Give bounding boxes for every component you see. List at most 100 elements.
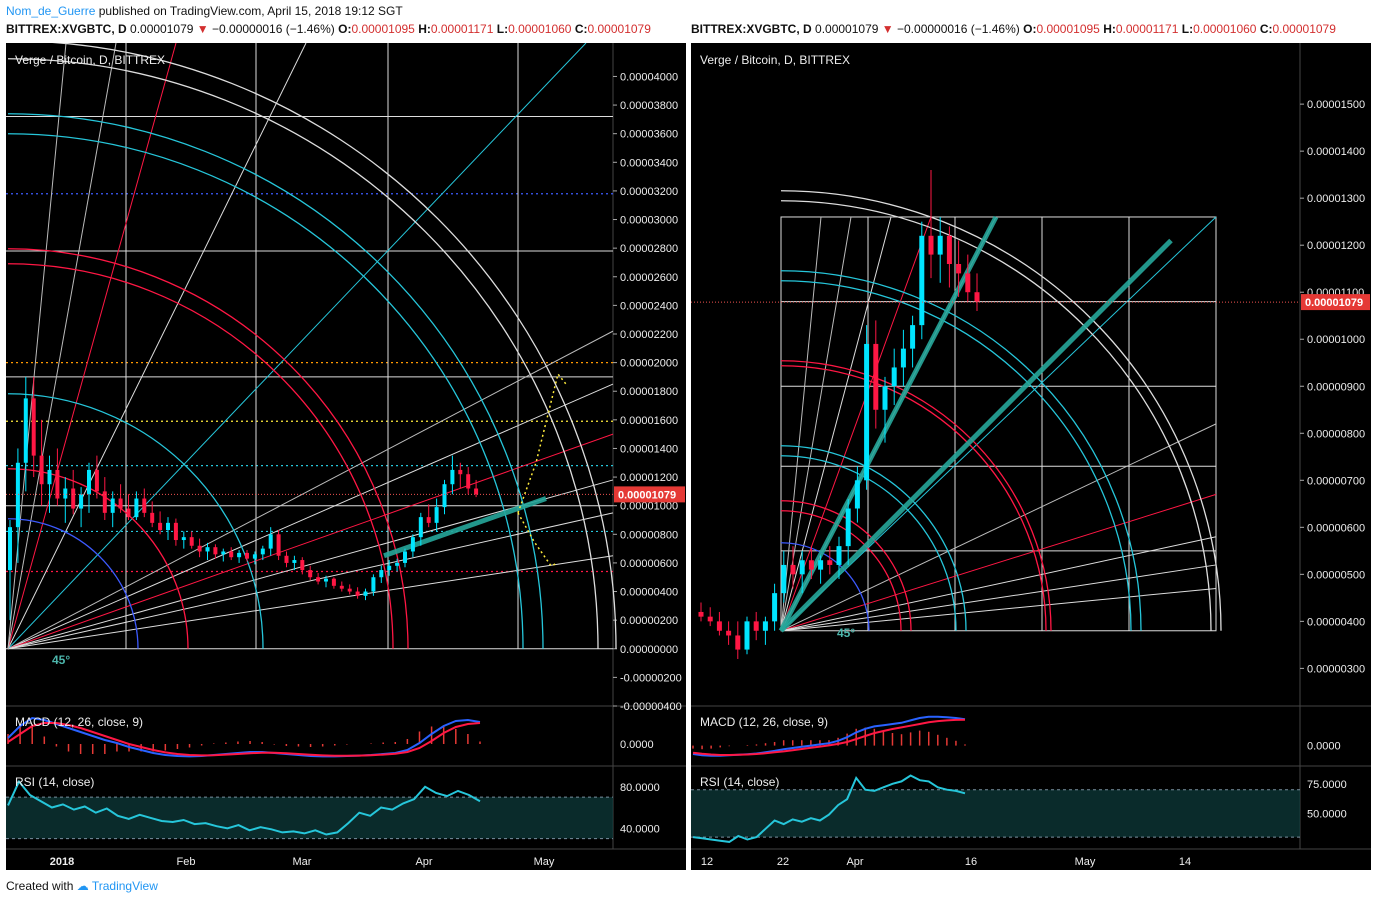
cloud-logo-icon: ☁ <box>76 879 89 893</box>
candle-body <box>698 611 704 617</box>
macd-label: MACD (12, 26, close, 9) <box>700 715 828 729</box>
gann-fan-line <box>780 216 892 631</box>
price-tick-label: 0.00001000 <box>620 501 678 513</box>
tradingview-link[interactable]: TradingView <box>91 879 158 893</box>
candle-body <box>173 522 178 541</box>
open-label: O: <box>338 22 352 36</box>
price-tick-label: 0.00003200 <box>620 186 678 198</box>
candle-body <box>324 578 328 582</box>
time-tick-label: May <box>534 856 555 868</box>
candle-body <box>102 491 107 513</box>
candle-body <box>726 630 732 636</box>
price-tick-label: 0.00000400 <box>1307 616 1365 628</box>
candle-body <box>331 578 336 586</box>
time-tick-label: Apr <box>415 856 432 868</box>
candle-body <box>458 469 463 475</box>
projection-down <box>517 512 559 567</box>
price-tick-label: 0.00000800 <box>620 529 678 541</box>
low-label: L: <box>1181 22 1194 36</box>
candle-body <box>252 554 257 559</box>
open-label: O: <box>1023 22 1037 36</box>
chart-left-svg[interactable]: 0.00004000 0.00003800 0.00003600 0.00003400… <box>6 40 686 870</box>
last-price-label: 0.00001079 <box>618 489 676 501</box>
change-text: −0.00000016 (−1.46%) <box>897 22 1020 36</box>
candle-body <box>197 545 202 552</box>
gann-fan-line <box>7 555 614 650</box>
candle-body <box>166 522 170 531</box>
open-value: 0.00001095 <box>351 22 415 36</box>
candle-body <box>937 235 943 255</box>
candle-body <box>891 367 897 387</box>
gann-fan-line <box>780 536 1217 632</box>
price-tick-label: 0.00000900 <box>1307 381 1365 393</box>
price-tick-label: 0.00002000 <box>620 358 678 370</box>
price-tick-label: 0.00001200 <box>1307 240 1365 252</box>
candle-body <box>900 348 906 368</box>
high-value: 0.00001171 <box>430 22 494 36</box>
candle-body <box>221 551 226 555</box>
gann-arc <box>7 40 617 649</box>
signal-line <box>7 722 481 757</box>
macd-axis-label: 0.0000 <box>1307 741 1341 753</box>
trend-channel <box>778 215 999 632</box>
price-tick-label: 0.00001400 <box>620 443 678 455</box>
price-tick-label: 0.00001300 <box>1307 193 1365 205</box>
gann-fan-line <box>7 330 614 650</box>
candle-body <box>292 560 297 563</box>
time-tick-label: Mar <box>293 856 312 868</box>
price-tick-label: 0.00001500 <box>1307 99 1365 111</box>
candle-body <box>134 498 139 518</box>
candle-body <box>790 564 796 575</box>
chart-right-svg[interactable]: 0.00001500 0.00001400 0.00001300 0.00001200… <box>691 43 1371 870</box>
candle-body <box>474 488 479 495</box>
rsi-label: RSI (14, close) <box>15 775 94 789</box>
gann-fan-line <box>780 216 1217 632</box>
price-tick-label: -0.00000400 <box>620 701 682 713</box>
down-arrow-icon: ▼ <box>196 22 209 36</box>
candle-body <box>864 343 870 481</box>
price-tick-label: 0.00000400 <box>620 587 678 599</box>
chart-panel-right[interactable]: 0.00001500 0.00001400 0.00001300 0.00001200… <box>691 43 1371 870</box>
author-link[interactable]: Nom_de_Guerre <box>6 4 96 18</box>
candle-body <box>79 494 84 509</box>
rsi-axis-label: 80.0000 <box>620 782 660 794</box>
gann-arc <box>7 248 409 649</box>
candle-body <box>55 469 60 499</box>
price-tick-label: 0.00000300 <box>1307 663 1365 675</box>
candle-body <box>284 555 289 563</box>
candle-body <box>8 527 12 571</box>
chart-title: Verge / Bitcoin, D, BITTREX <box>700 53 850 67</box>
candle-body <box>762 621 768 631</box>
time-tick-label: Apr <box>846 856 863 868</box>
price-tick-label: 0.00001600 <box>620 415 678 427</box>
price-tick-label: 0.00002200 <box>620 329 678 341</box>
price-tick-label: 0.00000600 <box>1307 522 1365 534</box>
close-value: 0.00001079 <box>587 22 651 36</box>
candle-body <box>707 616 713 622</box>
candle-body <box>15 462 20 528</box>
high-value: 0.00001171 <box>1115 22 1179 36</box>
time-tick-label: 12 <box>701 856 713 868</box>
trend-channel <box>779 238 1173 633</box>
candle-body <box>410 537 415 552</box>
price-tick-label: 0.00001800 <box>620 386 678 398</box>
gann-fan-line <box>780 216 932 631</box>
last-price-text: 0.00001079 <box>815 22 879 36</box>
time-tick-label: May <box>1075 856 1096 868</box>
price-tick-label: 0.00003000 <box>620 215 678 227</box>
rsi-axis-label: 75.0000 <box>1307 779 1347 791</box>
candle-body <box>71 488 76 509</box>
gann-fan-line <box>780 216 822 631</box>
candle-body <box>87 469 91 495</box>
candle-body <box>363 591 368 596</box>
low-value: 0.00001060 <box>508 22 572 36</box>
gann-fan-line <box>7 42 587 650</box>
last-price-tag <box>1301 294 1370 311</box>
low-value: 0.00001060 <box>1193 22 1257 36</box>
last-price-label: 0.00001079 <box>1305 297 1363 309</box>
chart-panel-left[interactable]: 0.00004000 0.00003800 0.00003600 0.00003400… <box>6 40 686 870</box>
candle-body <box>956 264 962 274</box>
candle-body <box>928 235 934 255</box>
candle-body <box>213 547 218 555</box>
price-tick-label: 0.00002600 <box>620 272 678 284</box>
